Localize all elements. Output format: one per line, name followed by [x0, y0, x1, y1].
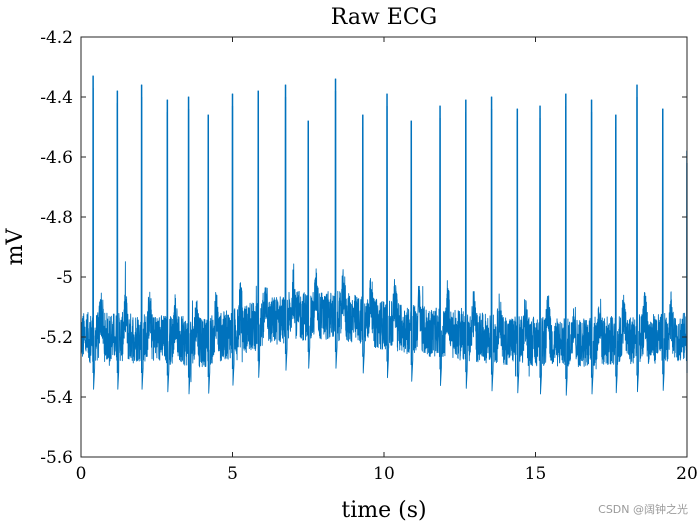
y-tick-label: -4.6	[40, 148, 73, 168]
y-axis-ticks: -5.6 -5.4 -5.2 -5 -4.8 -4.6 -4.4 -4.2	[40, 28, 687, 468]
watermark: CSDN @阔钟之光	[598, 503, 688, 516]
x-axis-label: time (s)	[341, 498, 426, 523]
series-layer	[80, 75, 688, 396]
chart-title: Raw ECG	[331, 5, 437, 30]
x-tick-label: 15	[525, 464, 547, 484]
y-tick-label: -5.2	[40, 328, 73, 348]
y-tick-label: -4.8	[40, 208, 73, 228]
y-tick-label: -4.4	[40, 88, 73, 108]
y-tick-label: -5.6	[40, 448, 73, 468]
x-tick-label: 20	[676, 464, 698, 484]
y-axis-label: mV	[3, 228, 28, 266]
plot-background	[81, 37, 687, 457]
ecg-series-line	[80, 75, 688, 396]
y-tick-label: -5.4	[40, 388, 73, 408]
y-tick-label: -4.2	[40, 28, 73, 48]
x-tick-label: 5	[227, 464, 238, 484]
x-tick-label: 10	[373, 464, 395, 484]
x-tick-label: 0	[76, 464, 87, 484]
x-axis-ticks: 0 5 10 15 20	[76, 37, 698, 484]
y-tick-label: -5	[56, 268, 73, 288]
